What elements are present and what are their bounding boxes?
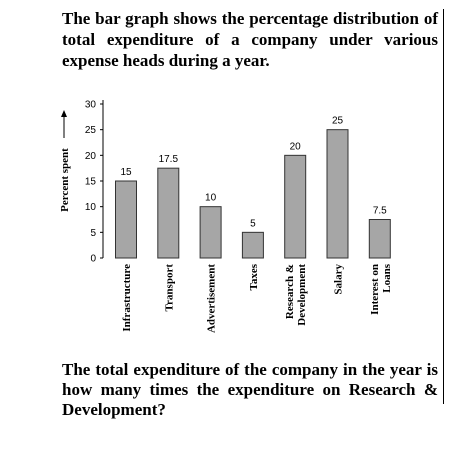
y-axis-arrowhead (61, 110, 67, 117)
category-labels: Infrastructure Transport Advertisement Taxe… (121, 263, 393, 333)
question-text: The total expenditure of the company in … (62, 360, 438, 419)
data-label: 17.5 (159, 154, 179, 165)
bar (115, 180, 137, 259)
category-label: Development (296, 264, 308, 326)
data-label: 5 (250, 218, 256, 229)
category-label: Taxes (248, 263, 260, 290)
data-label: 7.5 (373, 206, 387, 217)
category-label: Research & (284, 264, 296, 319)
data-label: 15 (120, 167, 132, 178)
y-tick-label: 30 (85, 100, 97, 111)
bar (241, 231, 264, 259)
y-axis-title-group: Percent spent (59, 110, 71, 212)
category-label: Transport (163, 264, 175, 312)
data-label: 20 (290, 141, 302, 152)
category-label: Loans (381, 263, 393, 292)
data-label: 10 (205, 193, 217, 204)
y-tick-label: 25 (85, 125, 97, 136)
bar (326, 129, 349, 259)
category-label: Advertisement (206, 264, 218, 333)
bar (199, 206, 222, 259)
y-tick-label: 10 (85, 202, 97, 213)
bar (368, 219, 391, 259)
y-tick-label: 0 (90, 254, 96, 265)
category-label: Interest on (369, 264, 381, 315)
y-tick-label: 15 (85, 177, 97, 188)
y-axis-title: Percent spent (59, 148, 71, 212)
y-axis: 0 5 10 15 20 25 30 (85, 100, 104, 265)
data-labels: 15 17.5 10 5 20 25 7.5 (120, 116, 387, 230)
bar (284, 154, 307, 259)
right-border-line (443, 9, 444, 404)
category-label: Infrastructure (121, 264, 133, 332)
question-intro: The bar graph shows the percentage distr… (62, 9, 438, 70)
data-label: 25 (332, 116, 344, 127)
y-tick-label: 20 (85, 151, 97, 162)
y-tick-label: 5 (90, 228, 96, 239)
bars (115, 129, 391, 259)
bar (157, 167, 180, 259)
category-label: Salary (333, 264, 345, 295)
